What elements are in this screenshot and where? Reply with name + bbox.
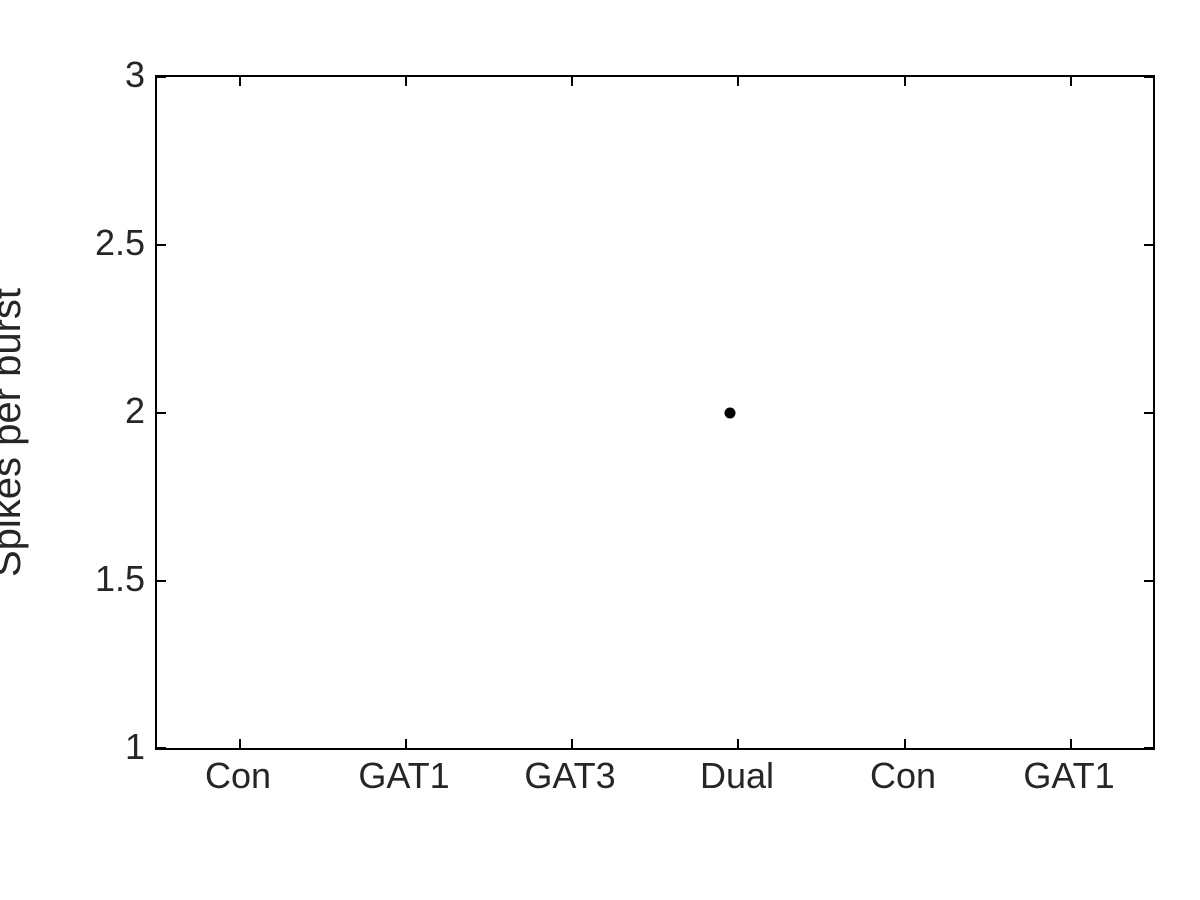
y-tick [157, 76, 166, 78]
y-tick-label: 1.5 [95, 558, 145, 600]
y-tick [157, 580, 166, 582]
x-tick-label: Con [205, 755, 271, 797]
y-tick [157, 244, 166, 246]
x-tick [737, 739, 739, 748]
x-tick [1070, 739, 1072, 748]
x-tick-label: GAT1 [358, 755, 449, 797]
y-tick-label: 2.5 [95, 222, 145, 264]
x-tick [904, 739, 906, 748]
x-tick-label: Dual [700, 755, 774, 797]
y-tick-right [1144, 412, 1153, 414]
y-tick-label: 2 [125, 390, 145, 432]
y-tick-right [1144, 244, 1153, 246]
x-tick-label: Con [870, 755, 936, 797]
x-tick [571, 739, 573, 748]
plot-area [155, 75, 1155, 750]
y-tick-right [1144, 580, 1153, 582]
y-axis-label: Spikes per burst [0, 288, 30, 577]
x-tick-top [405, 77, 407, 86]
y-tick-label: 3 [125, 54, 145, 96]
x-tick [405, 739, 407, 748]
x-tick-label: GAT3 [524, 755, 615, 797]
y-tick-label: 1 [125, 726, 145, 768]
x-tick-top [1070, 77, 1072, 86]
x-tick-label: GAT1 [1023, 755, 1114, 797]
x-tick-top [239, 77, 241, 86]
x-tick-top [737, 77, 739, 86]
y-tick [157, 412, 166, 414]
y-tick [157, 747, 166, 749]
data-point [725, 408, 736, 419]
y-tick-right [1144, 747, 1153, 749]
y-tick-right [1144, 76, 1153, 78]
x-tick-top [904, 77, 906, 86]
x-tick [239, 739, 241, 748]
x-tick-top [571, 77, 573, 86]
